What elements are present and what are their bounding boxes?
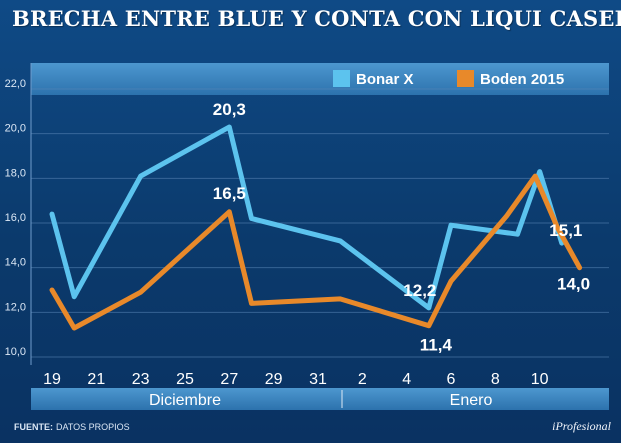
legend-label: Bonar X	[356, 71, 414, 88]
x-tick-label: 29	[265, 371, 283, 388]
y-tick-label: 16,0	[5, 212, 26, 224]
x-tick-label: 4	[402, 371, 411, 388]
x-tick-label: 31	[309, 371, 327, 388]
x-tick-label: 6	[447, 371, 456, 388]
month-label: Enero	[450, 392, 493, 409]
x-tick-label: 10	[531, 371, 549, 388]
source-note: FUENTE: DATOS PROPIOS	[14, 422, 130, 432]
brand-logo: iProfesional	[552, 419, 611, 433]
x-tick-label: 19	[43, 371, 61, 388]
data-label: 11,4	[420, 336, 453, 355]
series-line-bonar-x	[49, 124, 565, 311]
x-tick-label: 27	[220, 371, 238, 388]
legend-label: Boden 2015	[480, 71, 564, 88]
chart-title: BRECHA ENTRE BLUE Y CONTA CON LIQUI CASE…	[12, 6, 621, 31]
y-tick-label: 18,0	[5, 167, 26, 179]
legend-swatch	[457, 70, 474, 87]
data-label: 12,2	[403, 281, 436, 300]
data-label: 20,3	[213, 100, 246, 119]
y-tick-label: 14,0	[5, 257, 26, 269]
x-tick-label: 8	[491, 371, 500, 388]
data-label: 15,1	[549, 221, 582, 240]
source-label: FUENTE:	[14, 422, 53, 432]
legend-band	[31, 63, 609, 95]
x-tick-label: 23	[132, 371, 150, 388]
x-tick-label: 2	[358, 371, 367, 388]
y-tick-label: 22,0	[5, 78, 26, 90]
source-text: DATOS PROPIOS	[56, 422, 130, 432]
y-tick-label: 10,0	[5, 346, 26, 358]
month-band	[31, 388, 609, 410]
y-tick-label: 20,0	[5, 123, 26, 135]
data-label: 14,0	[557, 275, 590, 294]
month-label: Diciembre	[149, 392, 221, 409]
y-tick-label: 12,0	[5, 301, 26, 313]
series-line-boden-2015	[49, 173, 583, 331]
data-label: 16,5	[213, 184, 246, 203]
x-tick-label: 21	[87, 371, 105, 388]
legend-swatch	[333, 70, 350, 87]
x-tick-label: 25	[176, 371, 194, 388]
